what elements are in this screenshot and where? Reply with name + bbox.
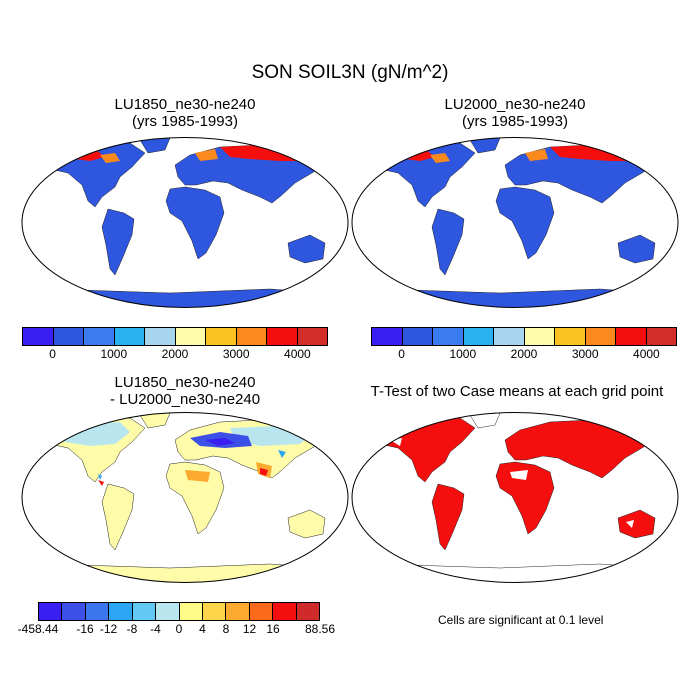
colorbar-tick-label: 4000 (633, 347, 660, 361)
colorbar-tick-label: 1000 (100, 347, 128, 361)
colorbar-swatch (39, 603, 63, 620)
colorbar-swatch (402, 328, 433, 345)
colorbar-swatch (585, 328, 616, 345)
colorbar-tick-label: 1000 (449, 347, 477, 361)
colorbar-swatch (84, 328, 115, 345)
colorbar-lu2000-ticks: 0 1000 2000 3000 4000 (371, 347, 677, 363)
colorbar-difference-ticks: -458.44 -16 -12 -8 -4 0 4 8 12 16 88.56 (18, 622, 335, 638)
colorbar-swatch (236, 328, 267, 345)
colorbar-swatch (23, 328, 54, 345)
colorbar-swatch (296, 603, 320, 620)
colorbar-tick-label: 2000 (161, 347, 189, 361)
colorbar-tick-label: 4 (199, 622, 206, 636)
colorbar-swatch (62, 603, 86, 620)
colorbar-tick-label: 3000 (571, 347, 599, 361)
significance-note: Cells are significant at 0.1 level (438, 613, 604, 627)
colorbar-swatch (433, 328, 464, 345)
colorbar-tick-label: 88.56 (304, 622, 336, 636)
colorbar-swatch (494, 328, 525, 345)
colorbar-tick-label: 12 (242, 622, 257, 636)
colorbar-tick-label: -4 (150, 622, 161, 636)
colorbar-swatch (226, 603, 250, 620)
colorbar-swatch (179, 603, 203, 620)
map-ttest (351, 412, 679, 583)
colorbar-swatch (267, 328, 298, 345)
colorbar-tick-label: -8 (126, 622, 138, 636)
colorbar-swatch (616, 328, 647, 345)
colorbar-tick-label: 16 (266, 622, 280, 636)
colorbar-swatch (156, 603, 180, 620)
colorbar-swatch (53, 328, 84, 345)
colorbar-swatch (372, 328, 403, 345)
panel-title-ttest: T-Test of two Case means at each grid po… (370, 383, 664, 400)
colorbar-swatch (555, 328, 586, 345)
colorbar-tick-label: 0 (49, 347, 56, 361)
colorbar-tick-label: -458.44 (17, 622, 59, 636)
figure-title: SON SOIL3N (gN/m^2) (251, 62, 449, 83)
colorbar-tick-label: 8 (222, 622, 230, 636)
colorbar-swatch (249, 603, 274, 620)
colorbar-lu2000 (371, 327, 677, 346)
colorbar-tick-label: 3000 (222, 347, 250, 361)
colorbar-difference (38, 602, 320, 621)
colorbar-tick-label: 0 (398, 347, 405, 361)
colorbar-swatch (646, 328, 676, 345)
colorbar-tick-label: -12 (99, 622, 118, 636)
colorbar-tick-label: 4000 (284, 347, 311, 361)
colorbar-swatch (273, 603, 297, 620)
panel-title-lu2000: LU2000_ne30-ne240 (yrs 1985-1993) (444, 96, 586, 130)
colorbar-swatch (85, 603, 110, 620)
map-lu1850 (21, 137, 349, 308)
colorbar-swatch (206, 328, 237, 345)
colorbar-swatch (463, 328, 494, 345)
map-difference (21, 412, 349, 583)
colorbar-swatch (524, 328, 555, 345)
colorbar-swatch (114, 328, 145, 345)
colorbar-tick-label: 2000 (510, 347, 538, 361)
panel-title-difference: LU1850_ne30-ne240 - LU2000_ne30-ne240 (109, 374, 261, 408)
colorbar-tick-label: 0 (175, 622, 183, 636)
colorbar-swatch (132, 603, 157, 620)
colorbar-swatch (202, 603, 227, 620)
colorbar-swatch (175, 328, 206, 345)
colorbar-swatch (145, 328, 176, 345)
colorbar-tick-label: -16 (76, 622, 94, 636)
map-lu2000 (351, 137, 679, 308)
colorbar-swatch (297, 328, 327, 345)
colorbar-lu1850 (22, 327, 328, 346)
panel-title-lu1850: LU1850_ne30-ne240 (yrs 1985-1993) (114, 96, 256, 130)
colorbar-swatch (109, 603, 133, 620)
colorbar-lu1850-ticks: 0 1000 2000 3000 4000 (22, 347, 328, 363)
